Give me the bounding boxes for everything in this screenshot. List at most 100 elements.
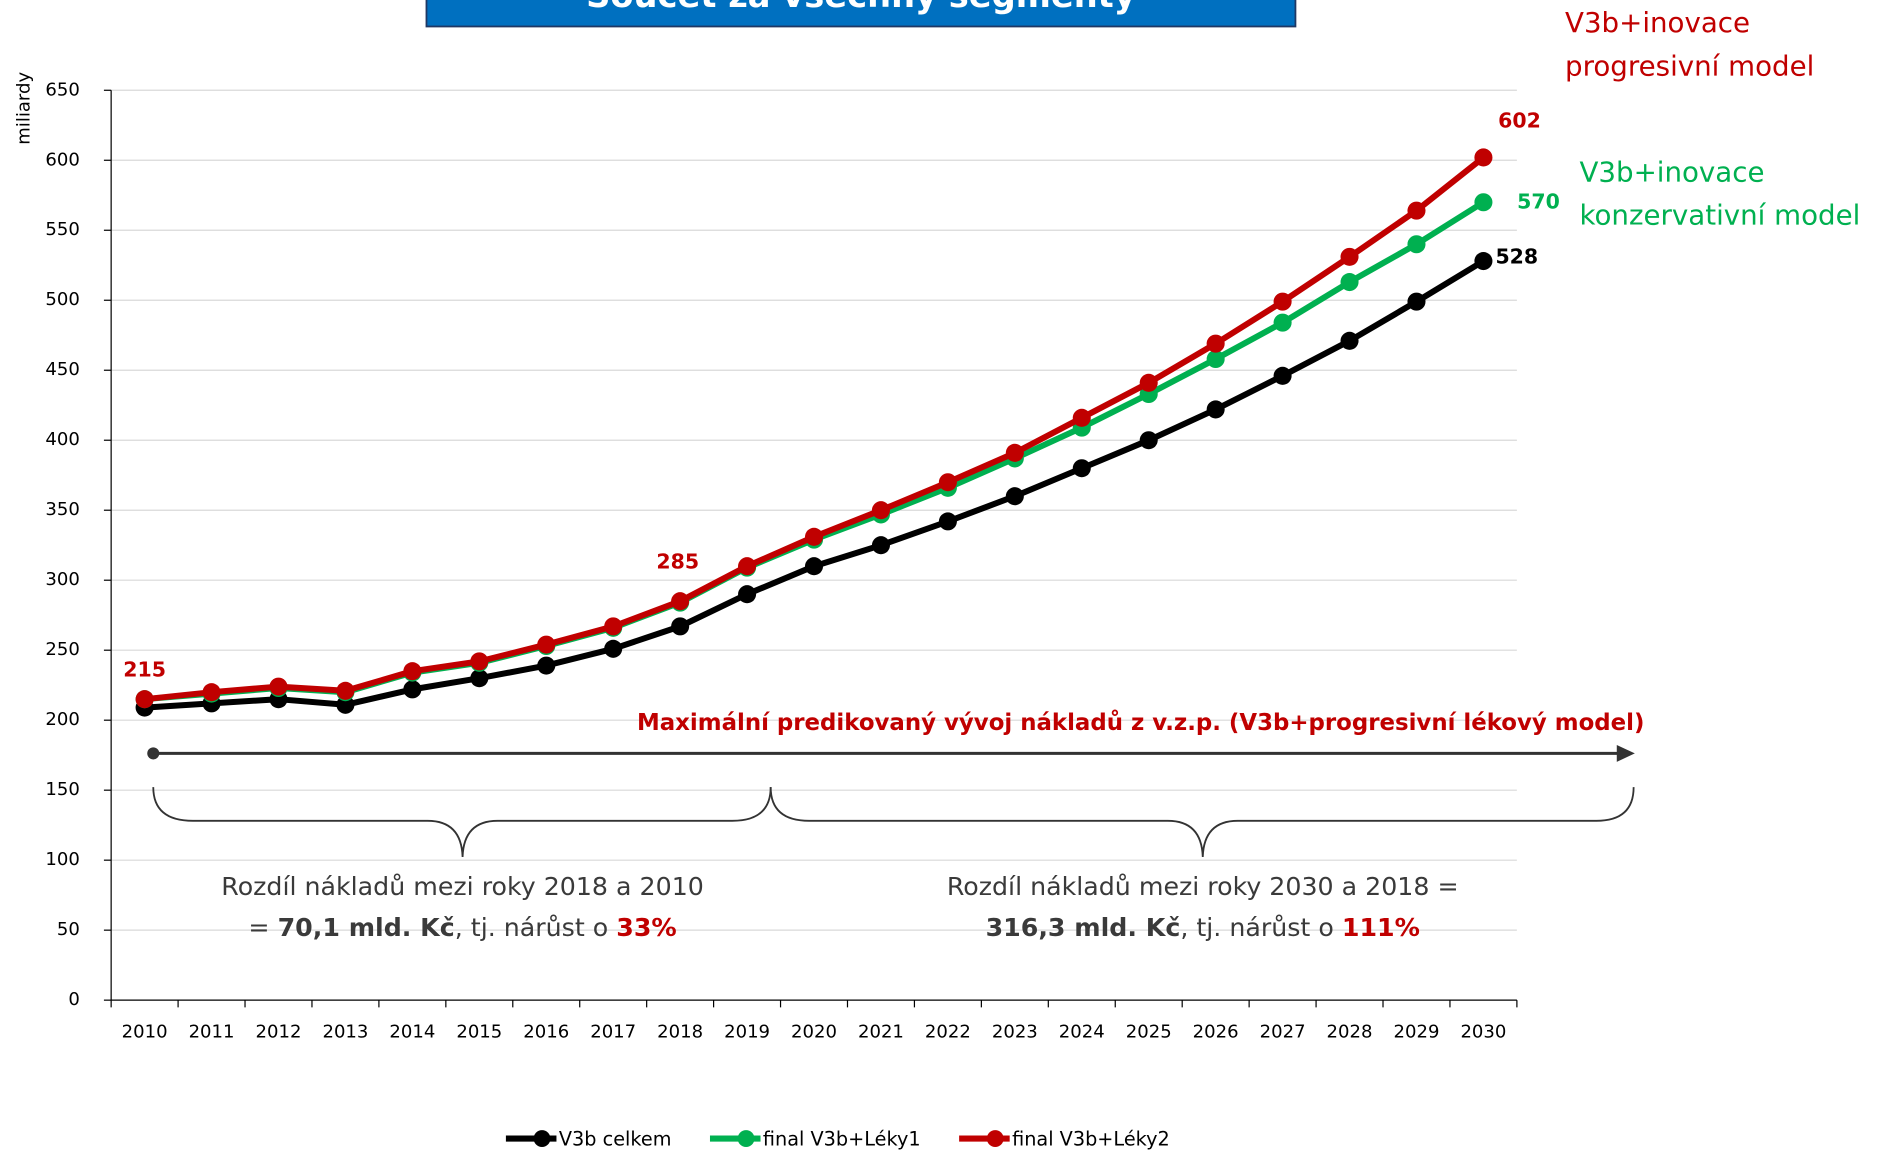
brace — [152, 787, 772, 857]
marker — [804, 527, 824, 546]
x-tick-label: 2011 — [189, 1022, 235, 1043]
marker — [871, 536, 890, 555]
annotation: konzervativní model — [1579, 199, 1860, 232]
marker — [604, 617, 623, 636]
x-tick-label: 2020 — [791, 1022, 837, 1043]
marker — [1273, 292, 1292, 311]
annotation: V3b+inovace — [1579, 155, 1764, 188]
marker — [403, 662, 422, 681]
series-line — [144, 199, 1486, 703]
x-tick-label: 2022 — [925, 1022, 971, 1043]
chart-title: Součet za všechny segmenty — [586, 0, 1136, 15]
legend-label: V3b celkem — [559, 1127, 672, 1150]
note: 316,3 mld. Kč, tj. nárůst o 111% — [986, 913, 1420, 942]
marker — [1340, 247, 1359, 266]
x-tick-label: 2017 — [590, 1022, 636, 1043]
x-tick-label: 2024 — [1059, 1022, 1105, 1043]
data-label: 570 — [1517, 189, 1560, 213]
marker — [1139, 431, 1158, 450]
marker — [537, 635, 556, 654]
x-tick-label: 2030 — [1460, 1022, 1506, 1043]
x-tick-label: 2010 — [122, 1022, 168, 1043]
y-tick-label: 200 — [45, 709, 79, 730]
y-tick-label: 50 — [57, 919, 80, 940]
x-tick-label: 2014 — [389, 1022, 435, 1043]
marker — [1474, 148, 1493, 167]
marker — [1340, 273, 1359, 292]
marker — [202, 683, 221, 702]
x-tick-label: 2021 — [858, 1022, 904, 1043]
marker — [1407, 201, 1426, 220]
marker — [403, 680, 422, 699]
x-tick-label: 2027 — [1260, 1022, 1306, 1043]
x-tick-label: 2019 — [724, 1022, 770, 1043]
marker — [1273, 313, 1292, 332]
marker — [1206, 350, 1225, 369]
marker — [336, 681, 355, 700]
legend-label: final V3b+Léky1 — [763, 1127, 921, 1150]
note: = 70,1 mld. Kč, tj. nárůst o 33% — [248, 913, 676, 942]
x-tick-label: 2016 — [523, 1022, 569, 1043]
y-tick-label: 550 — [45, 219, 79, 240]
legend-marker — [986, 1130, 1004, 1147]
y-tick-label: 650 — [45, 79, 79, 100]
y-tick-label: 250 — [45, 639, 79, 660]
y-tick-label: 350 — [45, 499, 79, 520]
brace — [769, 787, 1635, 857]
marker — [938, 473, 957, 492]
annotation: V3b+inovace — [1565, 6, 1750, 39]
y-tick-label: 450 — [45, 359, 79, 380]
marker — [804, 557, 824, 576]
marker — [1005, 443, 1024, 462]
x-tick-label: 2013 — [322, 1022, 368, 1043]
y-tick-label: 600 — [45, 149, 79, 170]
x-tick-label: 2015 — [456, 1022, 502, 1043]
x-tick-label: 2029 — [1394, 1022, 1440, 1043]
marker — [671, 617, 690, 636]
arrow-head — [1616, 744, 1635, 762]
data-label: 528 — [1495, 244, 1538, 268]
y-tick-label: 150 — [45, 779, 79, 800]
y-tick-label: 500 — [45, 289, 79, 310]
marker — [1072, 459, 1091, 478]
marker — [738, 557, 757, 576]
x-tick-label: 2028 — [1327, 1022, 1373, 1043]
legend-marker — [533, 1130, 551, 1147]
note: Rozdíl nákladů mezi roky 2030 a 2018 = — [947, 872, 1459, 901]
marker — [671, 592, 690, 611]
y-axis-label: miliardy — [13, 72, 34, 145]
marker — [1273, 366, 1292, 385]
title-box — [425, 0, 1297, 28]
marker — [938, 512, 957, 531]
marker — [1139, 373, 1158, 392]
marker — [1072, 408, 1091, 427]
marker — [1206, 334, 1225, 353]
y-tick-label: 300 — [45, 569, 79, 590]
marker — [269, 677, 288, 696]
marker — [604, 639, 623, 658]
x-tick-label: 2026 — [1193, 1022, 1239, 1043]
annotation: progresivní model — [1565, 49, 1814, 82]
marker — [1005, 487, 1024, 506]
y-tick-label: 100 — [45, 849, 79, 870]
legend-marker — [737, 1130, 755, 1147]
x-tick-label: 2012 — [256, 1022, 302, 1043]
y-tick-label: 0 — [68, 989, 79, 1010]
marker — [1407, 292, 1426, 311]
arrow-text: Maximální predikovaný vývoj nákladů z v.… — [637, 709, 1644, 736]
marker — [738, 585, 757, 604]
marker — [1340, 331, 1359, 350]
marker — [1474, 252, 1493, 271]
marker — [470, 669, 489, 688]
data-label: 602 — [1498, 108, 1541, 132]
x-tick-label: 2018 — [657, 1022, 703, 1043]
data-label: 215 — [123, 657, 166, 681]
y-tick-label: 400 — [45, 429, 79, 450]
series-line — [144, 155, 1486, 703]
marker — [1474, 193, 1493, 212]
x-tick-label: 2025 — [1126, 1022, 1172, 1043]
plot: 0 50 100 150 200 250 300 350 400 450 500 550 600 650 2… — [45, 79, 1518, 1043]
marker — [470, 652, 489, 671]
